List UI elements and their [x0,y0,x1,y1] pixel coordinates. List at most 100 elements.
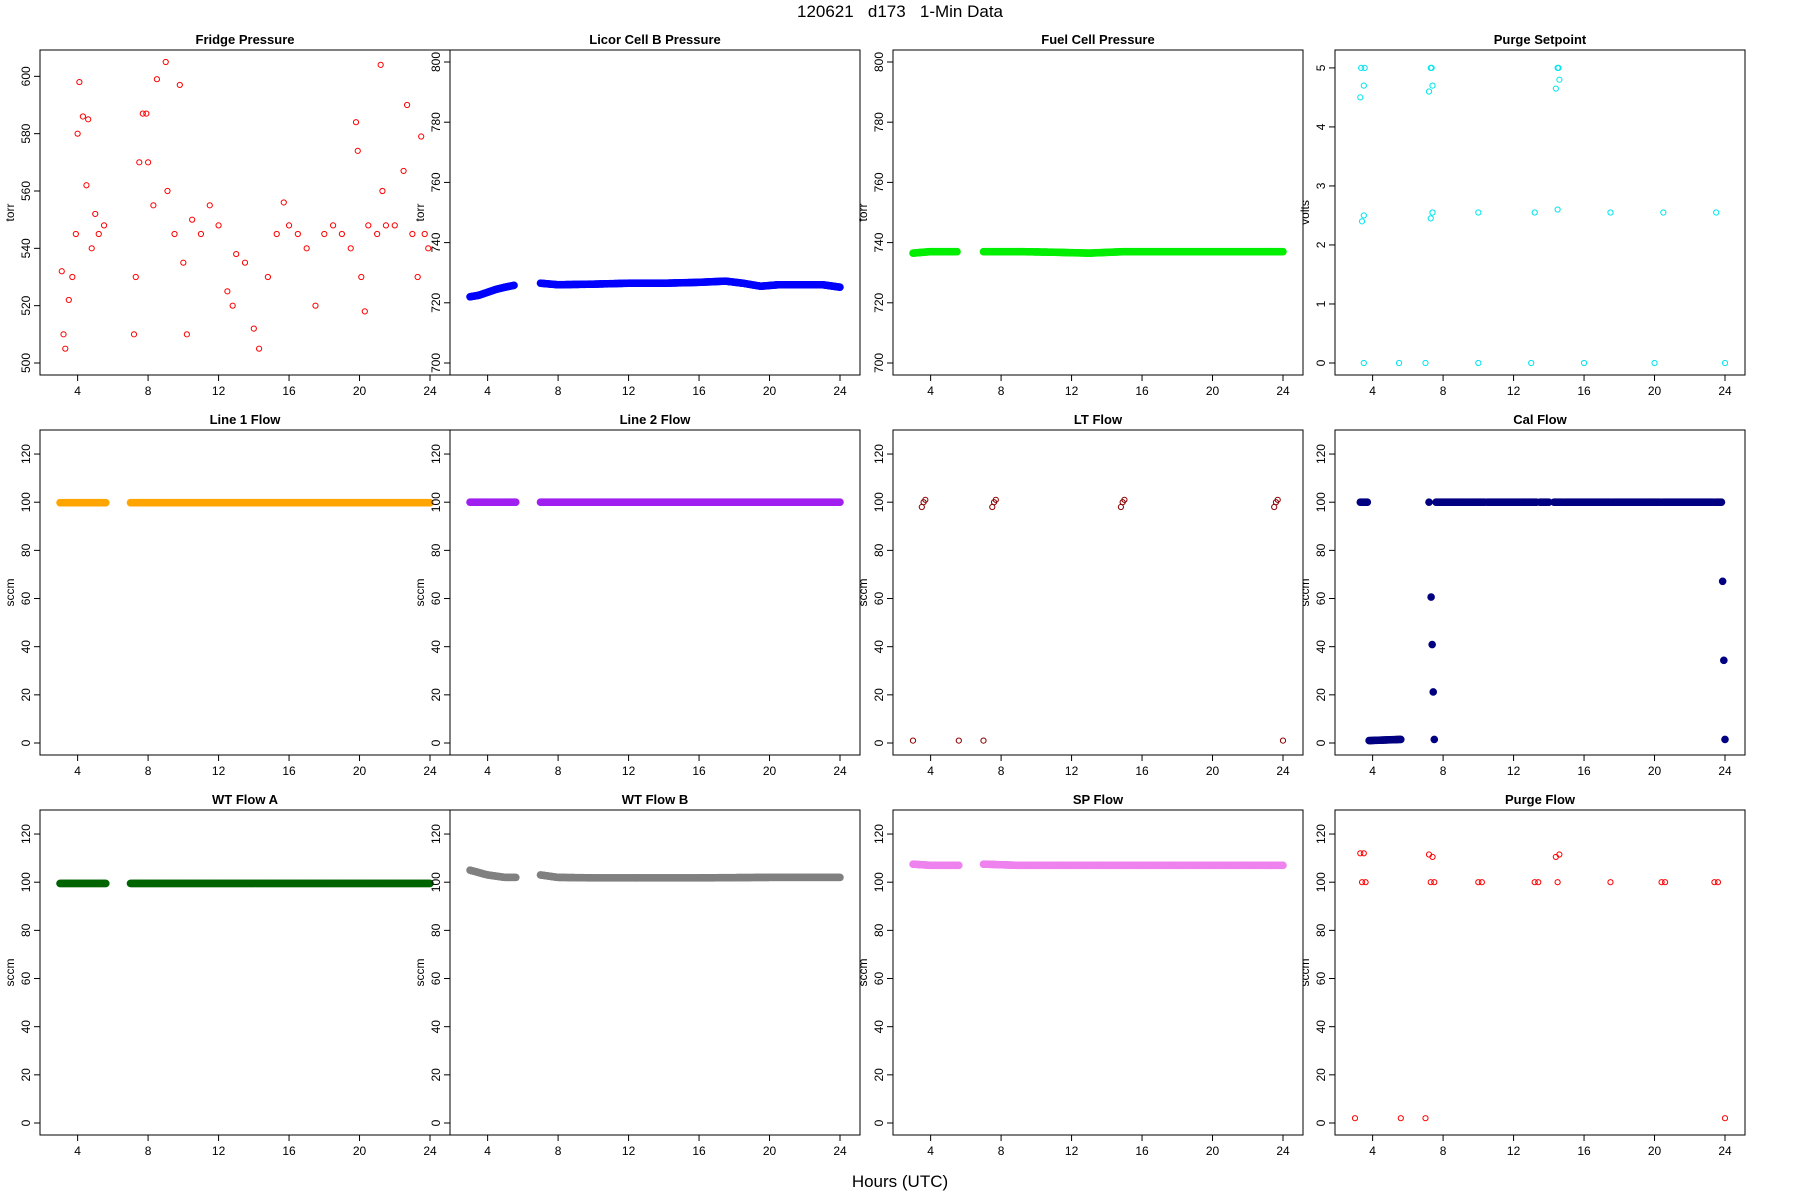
data-point [1661,879,1669,886]
y-tick-label: 40 [1314,1020,1328,1034]
data-point [1528,359,1535,367]
panel-11: SP Flow sccm 4 8 12 16 20 24 0 20 40 60 80 100 120 [856,792,1304,1158]
x-tick-label: 16 [1577,764,1591,778]
y-tick-label: 20 [1314,688,1328,702]
data-point [426,879,434,888]
y-tick-label: 100 [19,492,33,512]
data-point [264,273,272,281]
x-tick-label: 8 [145,384,152,398]
x-tick-label: 24 [423,1144,437,1158]
y-tick-label: 40 [872,640,886,654]
y-tick-label: 100 [1314,492,1328,512]
x-tick-label: 8 [1440,384,1447,398]
data-point [171,230,178,238]
x-tick-label: 12 [622,384,636,398]
data-point [206,202,213,209]
panel-title: WT Flow B [622,792,688,807]
y-tick-label: 800 [872,52,886,72]
y-tick-label: 20 [872,688,886,702]
data-point [1721,735,1729,744]
data-point [1425,88,1433,95]
y-tick-label: 780 [872,112,886,132]
y-tick-label: 0 [872,1119,886,1126]
x-tick-label: 24 [423,764,437,778]
data-point [1429,209,1436,216]
data-point [76,78,83,86]
data-point [836,498,844,507]
y-tick-label: 0 [429,739,443,746]
data-point [176,81,183,89]
panel-9: WT Flow A sccm 4 8 12 16 20 24 0 20 40 60 80 100 120 [3,792,451,1158]
data-point [414,273,421,281]
plot-frame [39,429,451,756]
x-tick-label: 8 [555,384,562,398]
data-point [153,76,161,83]
data-point [512,873,520,882]
data-point [1358,879,1366,886]
y-tick-label: 720 [429,292,443,312]
x-tick-label: 16 [1135,764,1149,778]
panel-7: LT Flow sccm 4 8 12 16 20 24 0 20 40 60 80 100 120 [856,412,1304,778]
data-point [354,147,361,154]
data-point [102,498,110,507]
data-point [102,879,110,888]
y-tick-label: 1 [1314,300,1328,307]
y-tick-label: 800 [429,52,443,72]
data-point [1430,735,1439,744]
x-tick-label: 20 [763,384,777,398]
y-axis-label: torr [413,203,427,221]
panel-title: Fridge Pressure [196,32,295,47]
data-point [250,325,257,332]
data-point [1427,593,1435,601]
y-tick-label: 40 [429,640,443,654]
data-point [1425,498,1433,507]
y-tick-label: 0 [872,739,886,746]
data-point [183,331,190,338]
data-point [95,230,102,238]
data-point [426,498,434,507]
x-tick-label: 4 [484,384,491,398]
y-tick-label: 580 [19,123,33,143]
x-tick-label: 20 [1206,1144,1220,1158]
panel-title: Line 2 Flow [620,412,692,427]
data-point [132,273,139,281]
data-point [1279,737,1287,744]
x-tick-label: 4 [1369,764,1376,778]
figure-title: 120621 d173 1-Min Data [796,2,1004,21]
panel-title: Purge Setpoint [1494,32,1587,47]
panel-title: Cal Flow [1513,412,1567,427]
x-tick-label: 20 [1648,1144,1662,1158]
data-point [229,302,236,309]
y-tick-label: 0 [19,1119,33,1126]
y-tick-label: 120 [1314,824,1328,844]
y-tick-label: 80 [429,543,443,557]
data-point [88,245,95,252]
data-point [224,288,231,295]
x-tick-label: 12 [1507,1144,1521,1158]
y-tick-label: 760 [872,172,886,192]
data-point [1397,1115,1404,1122]
data-point [1431,879,1438,886]
x-tick-label: 12 [622,1144,636,1158]
y-tick-label: 120 [872,824,886,844]
x-tick-label: 20 [353,384,367,398]
y-tick-label: 20 [1314,1068,1328,1082]
data-point [1360,82,1367,89]
plot-frame [39,809,451,1136]
y-tick-label: 120 [429,824,443,844]
y-tick-label: 5 [1314,64,1328,71]
data-point [189,216,196,223]
data-point [79,113,87,120]
y-tick-label: 80 [19,543,33,557]
x-tick-label: 20 [763,1144,777,1158]
data-point [144,159,152,166]
y-axis-label: sccm [413,579,427,607]
data-point [1721,359,1729,367]
panel-title: SP Flow [1073,792,1124,807]
y-tick-label: 40 [872,1020,886,1034]
data-point [65,296,72,304]
plot-frame [1334,809,1746,1136]
data-point [953,247,961,256]
data-point [1362,879,1369,886]
data-point [92,210,99,218]
